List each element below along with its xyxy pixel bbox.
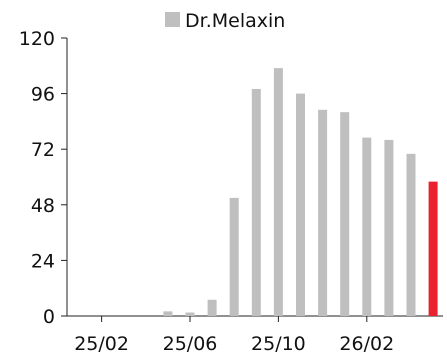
- legend-swatch-dr-melaxin: [165, 12, 180, 27]
- y-axis: 0 24 48 72 96 120: [19, 28, 68, 328]
- bar: [207, 299, 217, 316]
- x-tick-label: 25/10: [251, 333, 306, 355]
- y-tick-label: 96: [31, 84, 55, 106]
- bar: [296, 93, 305, 316]
- bar: [340, 112, 350, 316]
- y-tick-label: 24: [31, 250, 55, 272]
- bar: [406, 153, 416, 316]
- bar: [185, 312, 195, 316]
- legend: Dr.Melaxin: [165, 10, 285, 32]
- bar-highlight: [428, 181, 438, 316]
- x-tick-label: 25/02: [74, 333, 129, 355]
- bar: [384, 139, 394, 316]
- x-axis: 25/02 25/06 25/10 26/02: [67, 315, 444, 355]
- bar: [362, 137, 372, 316]
- bar: [229, 197, 239, 316]
- bars: [163, 68, 438, 316]
- legend-label-dr-melaxin: Dr.Melaxin: [185, 10, 285, 32]
- y-tick-label: 0: [43, 306, 55, 328]
- y-tick-label: 72: [31, 139, 55, 161]
- bar: [318, 109, 328, 316]
- y-tick-label: 48: [31, 195, 55, 217]
- x-tick-label: 26/02: [339, 333, 394, 355]
- y-tick-label: 120: [19, 28, 55, 50]
- bar: [273, 68, 283, 316]
- x-tick-label: 25/06: [163, 333, 218, 355]
- bar: [251, 88, 261, 316]
- bar: [163, 311, 173, 316]
